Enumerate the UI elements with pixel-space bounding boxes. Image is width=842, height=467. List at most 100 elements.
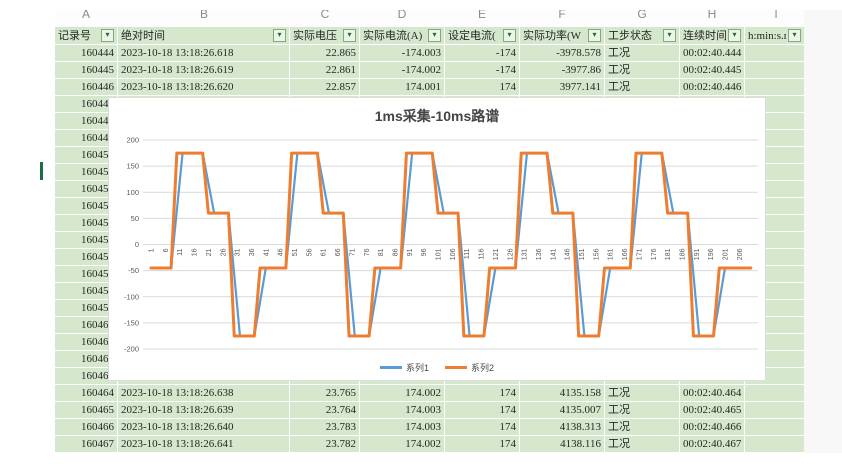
cell-id[interactable]: 160466 [55, 419, 118, 436]
filter-dropdown-icon[interactable]: ▾ [728, 29, 741, 42]
column-letter-G[interactable]: G [637, 10, 647, 21]
cell-id[interactable]: 160461 [55, 334, 118, 351]
cell-status[interactable]: 工况 [605, 45, 680, 62]
cell-status[interactable]: 工况 [605, 436, 680, 453]
cell-extra[interactable] [745, 79, 804, 96]
column-letter-I[interactable]: I [774, 10, 778, 21]
cell-time[interactable]: 2023-10-18 13:18:26.638 [118, 385, 290, 402]
cell-duration[interactable]: 00:02:40.444 [680, 45, 745, 62]
column-header-time[interactable]: 绝对时间 ▾ [118, 27, 290, 45]
cell-power[interactable]: -3977.86 [520, 62, 605, 79]
cell-id[interactable]: 160458 [55, 283, 118, 300]
cell-id[interactable]: 160459 [55, 300, 118, 317]
filter-dropdown-icon[interactable]: ▾ [101, 29, 114, 42]
cell-status[interactable]: 工况 [605, 62, 680, 79]
chart-panel[interactable]: 200 150 100 50 0 -50 -100 -150 -200 1 6 11 16 21 26 31 3… [108, 97, 766, 381]
cell-status[interactable]: 工况 [605, 385, 680, 402]
cell-set_current[interactable]: 174 [445, 436, 520, 453]
cell-id[interactable]: 160467 [55, 436, 118, 453]
cell-id[interactable]: 160448 [55, 113, 118, 130]
cell-time[interactable]: 2023-10-18 13:18:26.640 [118, 419, 290, 436]
cell-current[interactable]: 174.003 [360, 402, 445, 419]
cell-current[interactable]: -174.002 [360, 62, 445, 79]
cell-power[interactable]: -3978.578 [520, 45, 605, 62]
cell-set_current[interactable]: -174 [445, 45, 520, 62]
column-letter-A[interactable]: A [81, 10, 91, 21]
cell-time[interactable]: 2023-10-18 13:18:26.619 [118, 62, 290, 79]
cell-extra[interactable] [745, 402, 804, 419]
filter-dropdown-icon[interactable]: ▾ [428, 29, 441, 42]
cell-time[interactable]: 2023-10-18 13:18:26.639 [118, 402, 290, 419]
cell-status[interactable]: 工况 [605, 402, 680, 419]
filter-dropdown-icon[interactable]: ▾ [503, 29, 516, 42]
filter-dropdown-icon[interactable]: ▾ [588, 29, 601, 42]
cell-voltage[interactable]: 22.865 [290, 45, 360, 62]
column-header-id[interactable]: 记录号 ▾ [55, 27, 118, 45]
cell-extra[interactable] [745, 385, 804, 402]
cell-duration[interactable]: 00:02:40.467 [680, 436, 745, 453]
cell-power[interactable]: 3977.141 [520, 79, 605, 96]
cell-extra[interactable] [745, 419, 804, 436]
cell-status[interactable]: 工况 [605, 419, 680, 436]
filter-dropdown-icon[interactable]: ▾ [663, 29, 676, 42]
cell-current[interactable]: 174.003 [360, 419, 445, 436]
cell-id[interactable]: 160451 [55, 164, 118, 181]
cell-extra[interactable] [745, 45, 804, 62]
cell-duration[interactable]: 00:02:40.446 [680, 79, 745, 96]
column-header-power[interactable]: 实际功率(W ▾ [520, 27, 605, 45]
cell-time[interactable]: 2023-10-18 13:18:26.620 [118, 79, 290, 96]
column-letter-H[interactable]: H [707, 10, 717, 21]
cell-time[interactable]: 2023-10-18 13:18:26.641 [118, 436, 290, 453]
column-header-status[interactable]: 工步状态 ▾ [605, 27, 680, 45]
column-header-duration[interactable]: 连续时间 ▾ [680, 27, 745, 45]
cell-duration[interactable]: 00:02:40.445 [680, 62, 745, 79]
cell-id[interactable]: 160460 [55, 317, 118, 334]
cell-current[interactable]: -174.003 [360, 45, 445, 62]
column-letter-F[interactable]: F [558, 10, 566, 21]
cell-duration[interactable]: 00:02:40.465 [680, 402, 745, 419]
cell-power[interactable]: 4138.313 [520, 419, 605, 436]
cell-id[interactable]: 160453 [55, 198, 118, 215]
cell-voltage[interactable]: 22.861 [290, 62, 360, 79]
cell-set_current[interactable]: 174 [445, 402, 520, 419]
cell-id[interactable]: 160444 [55, 45, 118, 62]
cell-voltage[interactable]: 23.783 [290, 419, 360, 436]
cell-duration[interactable]: 00:02:40.466 [680, 419, 745, 436]
cell-id[interactable]: 160455 [55, 232, 118, 249]
cell-status[interactable]: 工况 [605, 79, 680, 96]
cell-power[interactable]: 4138.116 [520, 436, 605, 453]
cell-power[interactable]: 4135.158 [520, 385, 605, 402]
cell-voltage[interactable]: 23.765 [290, 385, 360, 402]
cell-voltage[interactable]: 22.857 [290, 79, 360, 96]
cell-id[interactable]: 160464 [55, 385, 118, 402]
cell-voltage[interactable]: 23.764 [290, 402, 360, 419]
cell-id[interactable]: 160454 [55, 215, 118, 232]
filter-dropdown-icon[interactable]: ▾ [343, 29, 356, 42]
filter-dropdown-icon[interactable]: ▾ [788, 29, 801, 42]
cell-id[interactable]: 160463 [55, 368, 118, 385]
cell-duration[interactable]: 00:02:40.464 [680, 385, 745, 402]
filter-dropdown-icon[interactable]: ▾ [273, 29, 286, 42]
cell-id[interactable]: 160446 [55, 79, 118, 96]
cell-set_current[interactable]: 174 [445, 385, 520, 402]
cell-set_current[interactable]: -174 [445, 62, 520, 79]
column-letter-B[interactable]: B [199, 10, 209, 21]
column-header-extra[interactable]: h:min:s.ms▾ [745, 27, 804, 45]
cell-set_current[interactable]: 174 [445, 79, 520, 96]
cell-current[interactable]: 174.002 [360, 385, 445, 402]
cell-power[interactable]: 4135.007 [520, 402, 605, 419]
column-letter-D[interactable]: D [397, 10, 407, 21]
column-header-set_current[interactable]: 设定电流(▾ [445, 27, 520, 45]
cell-current[interactable]: 174.002 [360, 436, 445, 453]
cell-extra[interactable] [745, 436, 804, 453]
column-header-voltage[interactable]: 实际电压 ▾ [290, 27, 360, 45]
cell-voltage[interactable]: 23.782 [290, 436, 360, 453]
cell-extra[interactable] [745, 62, 804, 79]
cell-id[interactable]: 160447 [55, 96, 118, 113]
cell-current[interactable]: 174.001 [360, 79, 445, 96]
cell-id[interactable]: 160465 [55, 402, 118, 419]
column-letter-C[interactable]: C [320, 10, 330, 21]
column-letter-E[interactable]: E [477, 10, 487, 21]
cell-id[interactable]: 160445 [55, 62, 118, 79]
cell-time[interactable]: 2023-10-18 13:18:26.618 [118, 45, 290, 62]
